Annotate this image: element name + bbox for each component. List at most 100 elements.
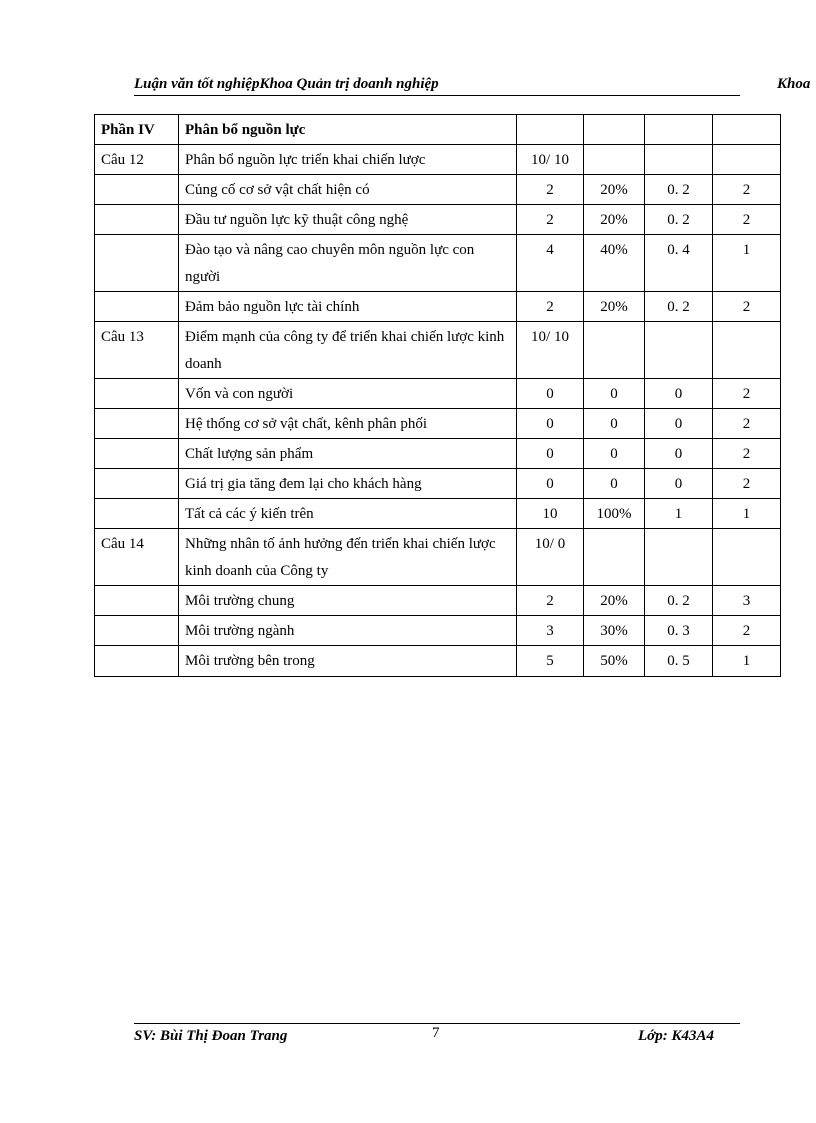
- value-cell: 1: [712, 645, 781, 677]
- value-cell: 10: [516, 498, 584, 529]
- value-cell: 0. 5: [644, 645, 713, 677]
- item-cell: Môi trường bên trong: [178, 645, 517, 677]
- page-number: 7: [432, 1025, 440, 1041]
- question-cell: [94, 408, 179, 439]
- item-cell: Chất lượng sản phẩm: [178, 438, 517, 469]
- item-cell: Hệ thống cơ sở vật chất, kênh phân phối: [178, 408, 517, 439]
- question-cell: [94, 234, 179, 292]
- value-cell: 1: [712, 234, 781, 292]
- value-cell: 100%: [583, 498, 645, 529]
- value-cell: 2: [516, 204, 584, 235]
- value-cell: 0: [644, 438, 713, 469]
- item-cell: Giá trị gia tăng đem lại cho khách hàng: [178, 468, 517, 499]
- value-cell: [712, 114, 781, 145]
- value-cell: 0: [583, 468, 645, 499]
- value-cell: 0: [516, 408, 584, 439]
- value-cell: 20%: [583, 585, 645, 616]
- value-cell: 0: [516, 468, 584, 499]
- value-cell: 0: [516, 378, 584, 409]
- value-cell: 2: [712, 468, 781, 499]
- value-cell: 30%: [583, 615, 645, 646]
- value-cell: [644, 144, 713, 175]
- value-cell: [644, 528, 713, 586]
- value-cell: 0: [644, 408, 713, 439]
- value-cell: 3: [516, 615, 584, 646]
- value-cell: 5: [516, 645, 584, 677]
- value-cell: 2: [712, 378, 781, 409]
- item-cell: Tất cả các ý kiến trên: [178, 498, 517, 529]
- question-cell: [94, 468, 179, 499]
- question-cell: Phần IV: [94, 114, 179, 145]
- item-cell: Đầu tư nguồn lực kỹ thuật công nghệ: [178, 204, 517, 235]
- value-cell: [583, 114, 645, 145]
- item-cell: Vốn và con người: [178, 378, 517, 409]
- value-cell: [712, 528, 781, 586]
- value-cell: [644, 321, 713, 379]
- value-cell: 3: [712, 585, 781, 616]
- question-cell: [94, 645, 179, 677]
- question-cell: Câu 12: [94, 144, 179, 175]
- table-row: Câu 13 Điểm mạnh của công ty để triển kha…: [94, 321, 781, 379]
- item-cell: Môi trường chung: [178, 585, 517, 616]
- value-cell: [712, 144, 781, 175]
- value-cell: 0. 2: [644, 204, 713, 235]
- item-cell: Môi trường ngành: [178, 615, 517, 646]
- value-cell: 0: [644, 468, 713, 499]
- table-row: Giá trị gia tăng đem lại cho khách hàng 0…: [94, 468, 781, 499]
- value-cell: 0. 4: [644, 234, 713, 292]
- footer-student: SV: Bùi Thị Đoan Trang: [134, 1028, 288, 1044]
- value-cell: 0: [583, 378, 645, 409]
- item-cell: Những nhân tố ảnh hưởng đến triển khai c…: [178, 528, 517, 586]
- item-cell: Điểm mạnh của công ty để triển khai chiế…: [178, 321, 517, 379]
- value-cell: 2: [516, 585, 584, 616]
- header-rule: [134, 95, 740, 96]
- value-cell: 20%: [583, 174, 645, 205]
- value-cell: 0: [583, 408, 645, 439]
- question-cell: Câu 13: [94, 321, 179, 379]
- question-cell: [94, 291, 179, 322]
- value-cell: [712, 321, 781, 379]
- value-cell: 4: [516, 234, 584, 292]
- value-cell: 2: [516, 291, 584, 322]
- value-cell: 0: [583, 438, 645, 469]
- value-cell: 2: [712, 174, 781, 205]
- item-cell: Củng cố cơ sở vật chất hiện có: [178, 174, 517, 205]
- value-cell: 2: [712, 615, 781, 646]
- header-title: Luận văn tốt nghiệpKhoa Quản trị doanh n…: [134, 76, 439, 92]
- item-cell: Đảm bảo nguồn lực tài chính: [178, 291, 517, 322]
- value-cell: 2: [712, 438, 781, 469]
- value-cell: 10/ 0: [516, 528, 584, 586]
- question-cell: [94, 615, 179, 646]
- value-cell: 10/ 10: [516, 144, 584, 175]
- question-cell: [94, 585, 179, 616]
- value-cell: 50%: [583, 645, 645, 677]
- value-cell: 1: [644, 498, 713, 529]
- table-row: Chất lượng sản phẩm 0 0 0 2: [94, 438, 781, 469]
- table-row: Hệ thống cơ sở vật chất, kênh phân phối 0…: [94, 408, 781, 439]
- value-cell: 0. 2: [644, 174, 713, 205]
- value-cell: 2: [712, 408, 781, 439]
- item-cell: Phân bổ nguồn lực triển khai chiến lược: [178, 144, 517, 175]
- table-row: Câu 14 Những nhân tố ảnh hưởng đến triển …: [94, 528, 781, 586]
- question-cell: [94, 378, 179, 409]
- header-right: Khoa: [777, 76, 811, 92]
- value-cell: 0. 2: [644, 291, 713, 322]
- value-cell: 0. 2: [644, 585, 713, 616]
- table-row: Vốn và con người 0 0 0 2: [94, 378, 781, 409]
- value-cell: [644, 114, 713, 145]
- question-cell: Câu 14: [94, 528, 179, 586]
- footer-class: Lớp: K43A4: [638, 1028, 714, 1044]
- value-cell: [583, 528, 645, 586]
- table-row: Đào tạo và nâng cao chuyên môn nguồn lực…: [94, 234, 781, 292]
- value-cell: 0: [644, 378, 713, 409]
- question-cell: [94, 204, 179, 235]
- survey-table: Phần IV Phân bổ nguồn lực Câu 12 Phân bổ ng…: [94, 114, 781, 677]
- table-row: Đầu tư nguồn lực kỹ thuật công nghệ 2 20% 0…: [94, 204, 781, 235]
- value-cell: [516, 114, 584, 145]
- value-cell: 10/ 10: [516, 321, 584, 379]
- value-cell: 40%: [583, 234, 645, 292]
